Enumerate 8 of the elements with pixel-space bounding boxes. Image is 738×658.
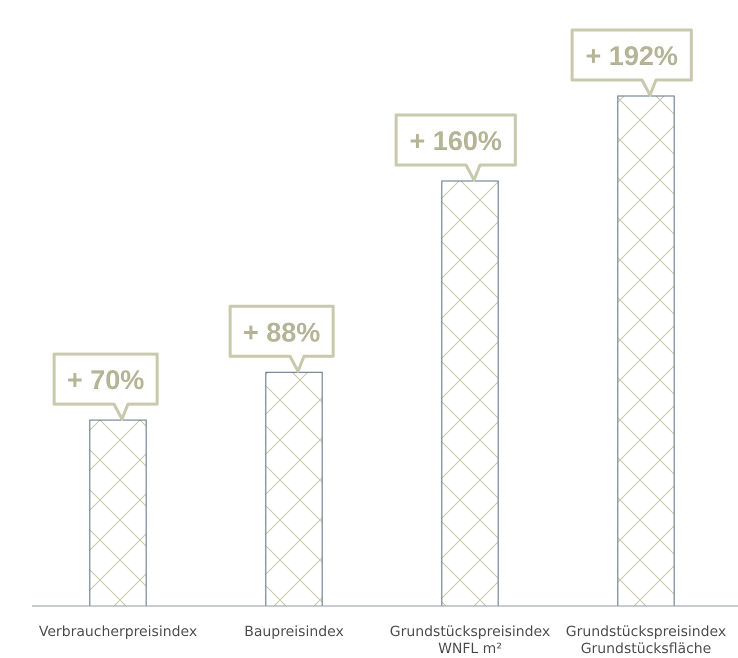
data-label: + 88%	[242, 317, 320, 348]
x-tick-label: Grundstückspreisindex WNFL m²	[390, 624, 550, 657]
x-tick-label: Verbraucherpreisindex	[38, 624, 198, 640]
data-label: + 160%	[410, 126, 502, 156]
x-tick-label: Grundstückspreisindex Grundstücksfläche	[566, 624, 726, 657]
data-label: + 70%	[66, 365, 144, 396]
data-label: + 192%	[586, 41, 678, 71]
x-tick-label: Baupreisindex	[244, 624, 344, 640]
